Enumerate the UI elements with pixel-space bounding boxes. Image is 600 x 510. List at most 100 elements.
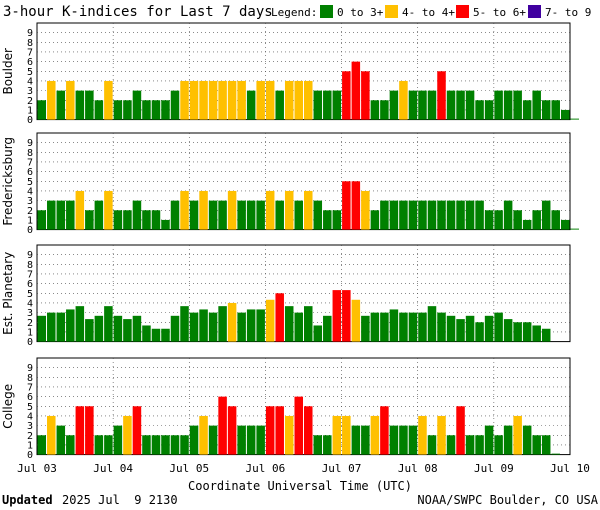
kp-bar	[399, 312, 408, 342]
kp-bar	[427, 435, 437, 455]
kp-bar	[294, 200, 303, 230]
kp-bar	[313, 200, 323, 230]
kp-bar	[313, 435, 323, 455]
x-tick-label: Jul 10	[550, 462, 590, 475]
kp-bar	[323, 315, 332, 342]
kp-bar	[427, 90, 437, 120]
kp-bar	[85, 406, 94, 455]
x-tick-label: Jul 05	[169, 462, 209, 475]
kp-bar	[408, 312, 418, 342]
kp-bar	[437, 415, 446, 455]
kp-bar	[218, 200, 227, 230]
y-tick-label: 0	[27, 337, 33, 348]
y-tick-label: 1	[27, 105, 33, 116]
y-tick-label: 4	[27, 186, 33, 197]
kp-bar	[484, 425, 494, 455]
kp-bar	[161, 100, 170, 120]
kp-bar	[494, 435, 503, 455]
x-axis-ticks: Jul 03 Jul 04 Jul 05 Jul 06 Jul 07 Jul 08 Jul …	[17, 462, 590, 475]
kp-bar	[389, 90, 399, 120]
kp-bar	[456, 90, 465, 120]
kp-bar	[227, 80, 237, 120]
kp-bar	[560, 109, 570, 120]
kp-bar	[304, 190, 313, 230]
kp-bar	[123, 100, 132, 120]
y-tick-label: 7	[27, 157, 33, 168]
kp-bar	[47, 312, 56, 342]
legend-swatch-2	[456, 5, 469, 18]
kp-bar	[342, 415, 351, 455]
y-tick-label: 0	[27, 450, 33, 461]
kp-bar	[123, 415, 132, 455]
kp-bar	[227, 190, 237, 230]
kp-bar	[170, 435, 180, 455]
kp-bar	[237, 200, 246, 230]
kp-bar	[208, 425, 218, 455]
kp-bar	[399, 425, 408, 455]
kp-bar	[47, 200, 56, 230]
kp-bar	[351, 425, 361, 455]
kp-bar	[541, 328, 551, 342]
kp-bar	[522, 219, 532, 230]
kp-bar	[218, 396, 227, 455]
y-tick-label: 4	[27, 298, 33, 309]
kp-bar	[323, 210, 332, 230]
kp-bar	[361, 315, 370, 342]
y-tick-label: 2	[27, 206, 33, 217]
chart-title: 3-hour K-indices for Last 7 days	[3, 4, 273, 20]
y-tick-label: 9	[27, 363, 33, 374]
kp-bar	[551, 453, 560, 455]
kp-bar	[66, 200, 75, 230]
kp-bar	[151, 210, 161, 230]
kp-bar	[532, 325, 541, 342]
kp-bar	[199, 80, 208, 120]
x-axis-title: Coordinate Universal Time (UTC)	[188, 479, 412, 493]
kp-bar	[180, 435, 189, 455]
kp-bar	[132, 406, 142, 455]
y-tick-label: 0	[27, 225, 33, 236]
kp-bar	[389, 309, 399, 342]
kp-bar	[56, 312, 66, 342]
y-tick-label: 2	[27, 431, 33, 442]
kp-bar	[199, 309, 208, 342]
kp-bar	[323, 90, 332, 120]
kp-bar	[189, 200, 199, 230]
y-tick-label: 1	[27, 440, 33, 451]
legend-swatch-3	[528, 5, 541, 18]
kp-bar	[389, 200, 399, 230]
legend-item-label: 4- to 4+	[402, 6, 455, 19]
kp-bar	[522, 100, 532, 120]
kp-bar	[170, 90, 180, 120]
kp-bar	[284, 306, 294, 342]
kp-bar	[294, 80, 303, 120]
kp-bar	[313, 90, 323, 120]
y-tick-label: 3	[27, 308, 33, 319]
kp-bar	[408, 200, 418, 230]
kp-bar	[418, 415, 427, 455]
kp-bar	[170, 315, 180, 342]
kp-bar	[551, 100, 560, 120]
kp-bar	[246, 425, 256, 455]
kp-bar	[104, 80, 113, 120]
kp-bar	[541, 200, 551, 230]
y-tick-label: 8	[27, 38, 33, 49]
y-tick-label: 8	[27, 148, 33, 159]
y-tick-label: 9	[27, 138, 33, 149]
kp-bar	[541, 435, 551, 455]
kp-bar	[218, 80, 227, 120]
kp-bar	[246, 309, 256, 342]
panels: 0123456789Boulder0123456789Fredericksbur…	[1, 22, 580, 461]
kp-bar	[151, 328, 161, 342]
panel-label: College	[1, 384, 15, 429]
kp-bar	[484, 210, 494, 230]
y-tick-label: 7	[27, 269, 33, 280]
kp-bar	[256, 309, 265, 342]
kp-bar	[399, 200, 408, 230]
kp-bar	[313, 325, 323, 342]
kp-bar	[494, 312, 503, 342]
kp-bar	[294, 396, 303, 455]
kp-bar	[170, 200, 180, 230]
